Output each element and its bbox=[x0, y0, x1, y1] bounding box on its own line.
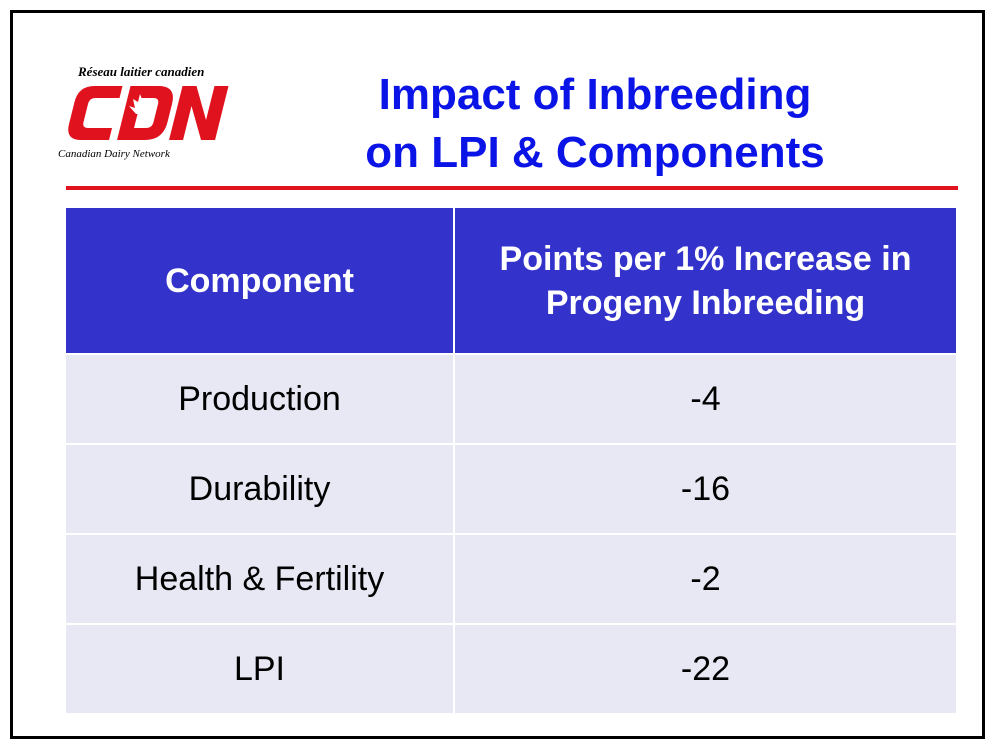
cell-component: Durability bbox=[66, 443, 454, 534]
logo-top-text: Réseau laitier canadien bbox=[78, 64, 205, 79]
cell-points: -2 bbox=[453, 533, 956, 624]
cell-component: Health & Fertility bbox=[66, 533, 454, 624]
table-row: Health & Fertility -2 bbox=[66, 533, 956, 624]
cdn-logo: Réseau laitier canadien Canadian Dairy N… bbox=[56, 62, 236, 172]
table-row: Production -4 bbox=[66, 353, 956, 444]
slide-title: Impact of Inbreeding on LPI & Components bbox=[280, 66, 910, 182]
inbreeding-impact-table: Component Points per 1% Increase in Prog… bbox=[66, 208, 956, 713]
header-component: Component bbox=[66, 208, 454, 354]
cell-points: -4 bbox=[453, 353, 956, 444]
cdn-logo-mark-icon bbox=[68, 86, 229, 140]
cell-component: Production bbox=[66, 353, 454, 444]
logo-bottom-text: Canadian Dairy Network bbox=[58, 148, 170, 160]
header-points: Points per 1% Increase in Progeny Inbree… bbox=[453, 208, 956, 354]
title-line-1: Impact of Inbreeding bbox=[378, 70, 812, 119]
cell-points: -16 bbox=[453, 443, 956, 534]
cell-points: -22 bbox=[453, 623, 956, 713]
table-row: Durability -16 bbox=[66, 443, 956, 534]
cell-component: LPI bbox=[66, 623, 454, 713]
table-row: LPI -22 bbox=[66, 623, 956, 713]
title-line-2: on LPI & Components bbox=[365, 128, 825, 177]
table-header-row: Component Points per 1% Increase in Prog… bbox=[66, 208, 956, 354]
title-divider bbox=[66, 186, 958, 190]
